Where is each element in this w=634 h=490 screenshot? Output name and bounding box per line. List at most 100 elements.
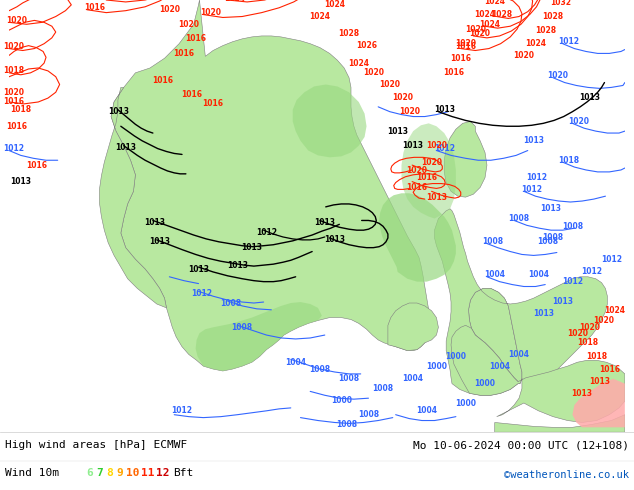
Text: 1008: 1008 xyxy=(562,222,583,231)
Text: 1016: 1016 xyxy=(26,161,47,170)
Text: 1016: 1016 xyxy=(181,90,202,98)
Text: 1016: 1016 xyxy=(443,68,465,77)
Polygon shape xyxy=(401,123,456,219)
Text: 1008: 1008 xyxy=(358,410,379,419)
Text: 1000: 1000 xyxy=(426,362,447,370)
Text: 1020: 1020 xyxy=(399,107,420,116)
Polygon shape xyxy=(100,87,167,308)
Text: 1008: 1008 xyxy=(482,237,503,246)
Text: 1020: 1020 xyxy=(568,117,589,126)
Text: 1008: 1008 xyxy=(373,384,394,393)
Text: 1012: 1012 xyxy=(521,185,542,194)
Text: 7: 7 xyxy=(96,468,103,478)
Text: 1028: 1028 xyxy=(534,25,556,35)
Polygon shape xyxy=(196,302,322,371)
Text: 1020: 1020 xyxy=(6,16,27,25)
Text: 1024: 1024 xyxy=(324,0,345,9)
Text: 1013: 1013 xyxy=(314,218,335,227)
Text: 1024: 1024 xyxy=(474,10,496,19)
Text: 1012: 1012 xyxy=(558,37,579,46)
Text: High wind areas [hPa] ECMWF: High wind areas [hPa] ECMWF xyxy=(5,440,187,450)
Text: 1026: 1026 xyxy=(356,41,377,50)
Text: 1018: 1018 xyxy=(586,352,607,361)
Polygon shape xyxy=(451,325,625,422)
Text: 1018: 1018 xyxy=(10,105,31,114)
Text: 9: 9 xyxy=(116,468,123,478)
Text: 1012: 1012 xyxy=(526,173,547,182)
Text: 1020: 1020 xyxy=(363,68,384,77)
Text: 1020: 1020 xyxy=(406,167,427,175)
Text: 1012: 1012 xyxy=(601,255,622,264)
Text: 10: 10 xyxy=(126,468,139,478)
Text: 1016: 1016 xyxy=(455,42,476,51)
Text: 1020: 1020 xyxy=(178,20,199,29)
Text: Bft: Bft xyxy=(173,468,193,478)
Text: 1000: 1000 xyxy=(455,398,476,408)
Text: 1013: 1013 xyxy=(541,204,562,213)
Text: 1020: 1020 xyxy=(567,329,588,338)
Text: 1013: 1013 xyxy=(10,177,31,186)
Text: 1012: 1012 xyxy=(562,277,583,286)
Text: 1016: 1016 xyxy=(6,122,27,131)
Polygon shape xyxy=(469,289,522,384)
Text: Wind 10m: Wind 10m xyxy=(5,468,59,478)
Text: 1020: 1020 xyxy=(379,80,400,89)
Text: Mo 10-06-2024 00:00 UTC (12+108): Mo 10-06-2024 00:00 UTC (12+108) xyxy=(413,440,629,450)
Text: 1013: 1013 xyxy=(145,218,165,227)
Text: 1008: 1008 xyxy=(337,420,358,429)
Text: 1018: 1018 xyxy=(578,338,598,347)
Text: 1013: 1013 xyxy=(426,193,447,202)
Text: 1013: 1013 xyxy=(387,126,408,136)
Text: 1012: 1012 xyxy=(256,228,277,237)
Text: 1013: 1013 xyxy=(324,235,345,245)
Text: 1013: 1013 xyxy=(402,141,423,150)
Text: 1013: 1013 xyxy=(434,105,455,114)
Polygon shape xyxy=(388,303,438,351)
Text: 1020: 1020 xyxy=(455,39,476,48)
Polygon shape xyxy=(293,84,366,157)
Text: 1012: 1012 xyxy=(434,144,455,153)
Text: 1016: 1016 xyxy=(152,76,173,85)
Polygon shape xyxy=(434,209,607,395)
Text: 1013: 1013 xyxy=(242,243,262,252)
Text: 1016: 1016 xyxy=(84,3,105,12)
Text: 1020: 1020 xyxy=(465,24,486,34)
Text: 1004: 1004 xyxy=(528,270,549,279)
Text: 1008: 1008 xyxy=(339,374,359,383)
Text: 1012: 1012 xyxy=(191,289,212,298)
Text: 1016: 1016 xyxy=(203,99,224,108)
Text: 1016: 1016 xyxy=(185,34,206,43)
Text: 1016: 1016 xyxy=(450,54,471,63)
Text: 1013: 1013 xyxy=(589,377,610,386)
Polygon shape xyxy=(444,122,487,197)
Text: 1016: 1016 xyxy=(599,365,620,373)
Text: ©weatheronline.co.uk: ©weatheronline.co.uk xyxy=(504,470,629,480)
Text: 1013: 1013 xyxy=(115,143,136,152)
Text: 1024: 1024 xyxy=(484,0,505,6)
Text: 1028: 1028 xyxy=(491,10,512,19)
Text: 1020: 1020 xyxy=(421,158,442,167)
Text: 1013: 1013 xyxy=(533,309,553,318)
Text: 12: 12 xyxy=(156,468,169,478)
Text: 1028: 1028 xyxy=(339,29,359,39)
Text: 1008: 1008 xyxy=(309,365,330,373)
Text: 1004: 1004 xyxy=(402,374,423,383)
Text: 1024: 1024 xyxy=(348,59,369,68)
Text: 1000: 1000 xyxy=(445,352,467,361)
Text: 1024: 1024 xyxy=(605,306,626,315)
Text: 1004: 1004 xyxy=(508,350,529,359)
Text: 1020: 1020 xyxy=(593,316,614,325)
Text: 1016: 1016 xyxy=(417,173,437,182)
Text: 1020: 1020 xyxy=(200,8,222,17)
Text: 1024: 1024 xyxy=(479,20,500,29)
Text: 1008: 1008 xyxy=(231,323,253,332)
Text: 1020: 1020 xyxy=(426,141,447,150)
Text: 1016: 1016 xyxy=(406,183,427,192)
Text: 1000: 1000 xyxy=(331,395,352,405)
Text: 1013: 1013 xyxy=(572,389,593,398)
Text: 1008: 1008 xyxy=(543,233,564,243)
Polygon shape xyxy=(111,0,430,371)
Text: 1016: 1016 xyxy=(174,49,195,58)
Text: 1012: 1012 xyxy=(172,406,193,416)
Text: 1004: 1004 xyxy=(489,362,510,370)
